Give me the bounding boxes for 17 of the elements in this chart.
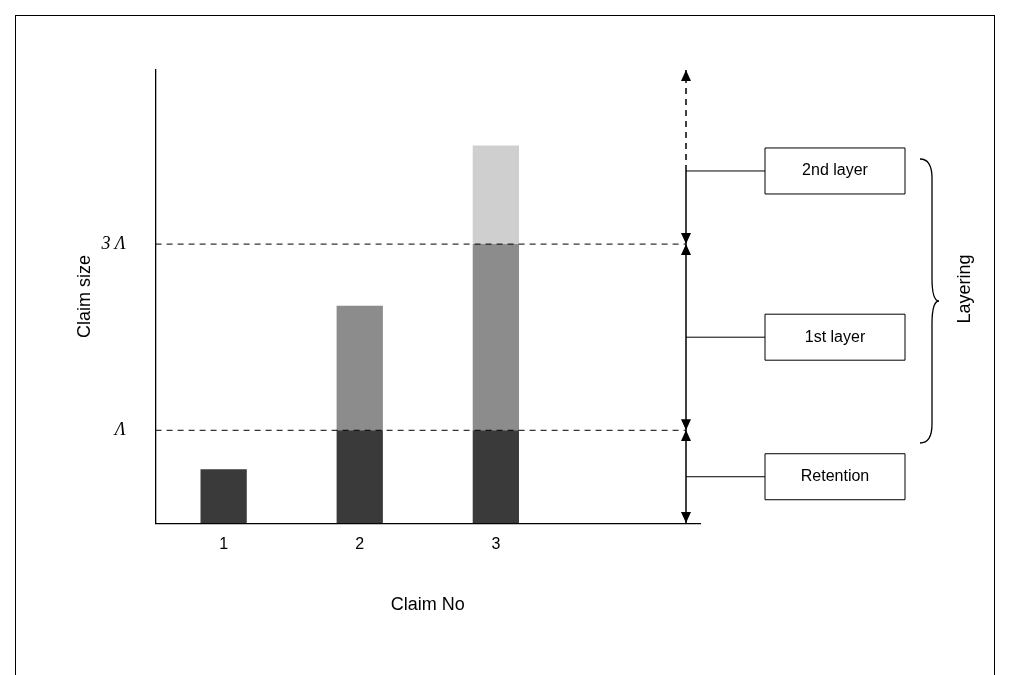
text: 1st layer (804, 327, 866, 345)
x-tick-label: 2 (355, 535, 365, 553)
ref-line-label: Λ (112, 419, 126, 440)
bar (472, 430, 519, 524)
x-axis-title: Claim No (390, 594, 465, 615)
text: Retention (800, 467, 870, 485)
y-axis-title: Claim size (73, 255, 94, 339)
bar (472, 244, 519, 431)
x-tick-label: 3 (491, 535, 501, 553)
bar (336, 305, 383, 431)
text: 2nd layer (802, 161, 869, 179)
bar (200, 469, 247, 524)
bar (472, 145, 519, 245)
x-tick-label: 1 (219, 535, 229, 553)
text: Layering (953, 254, 974, 324)
bar (336, 430, 383, 524)
ref-line-label: 3 Λ (100, 232, 126, 253)
